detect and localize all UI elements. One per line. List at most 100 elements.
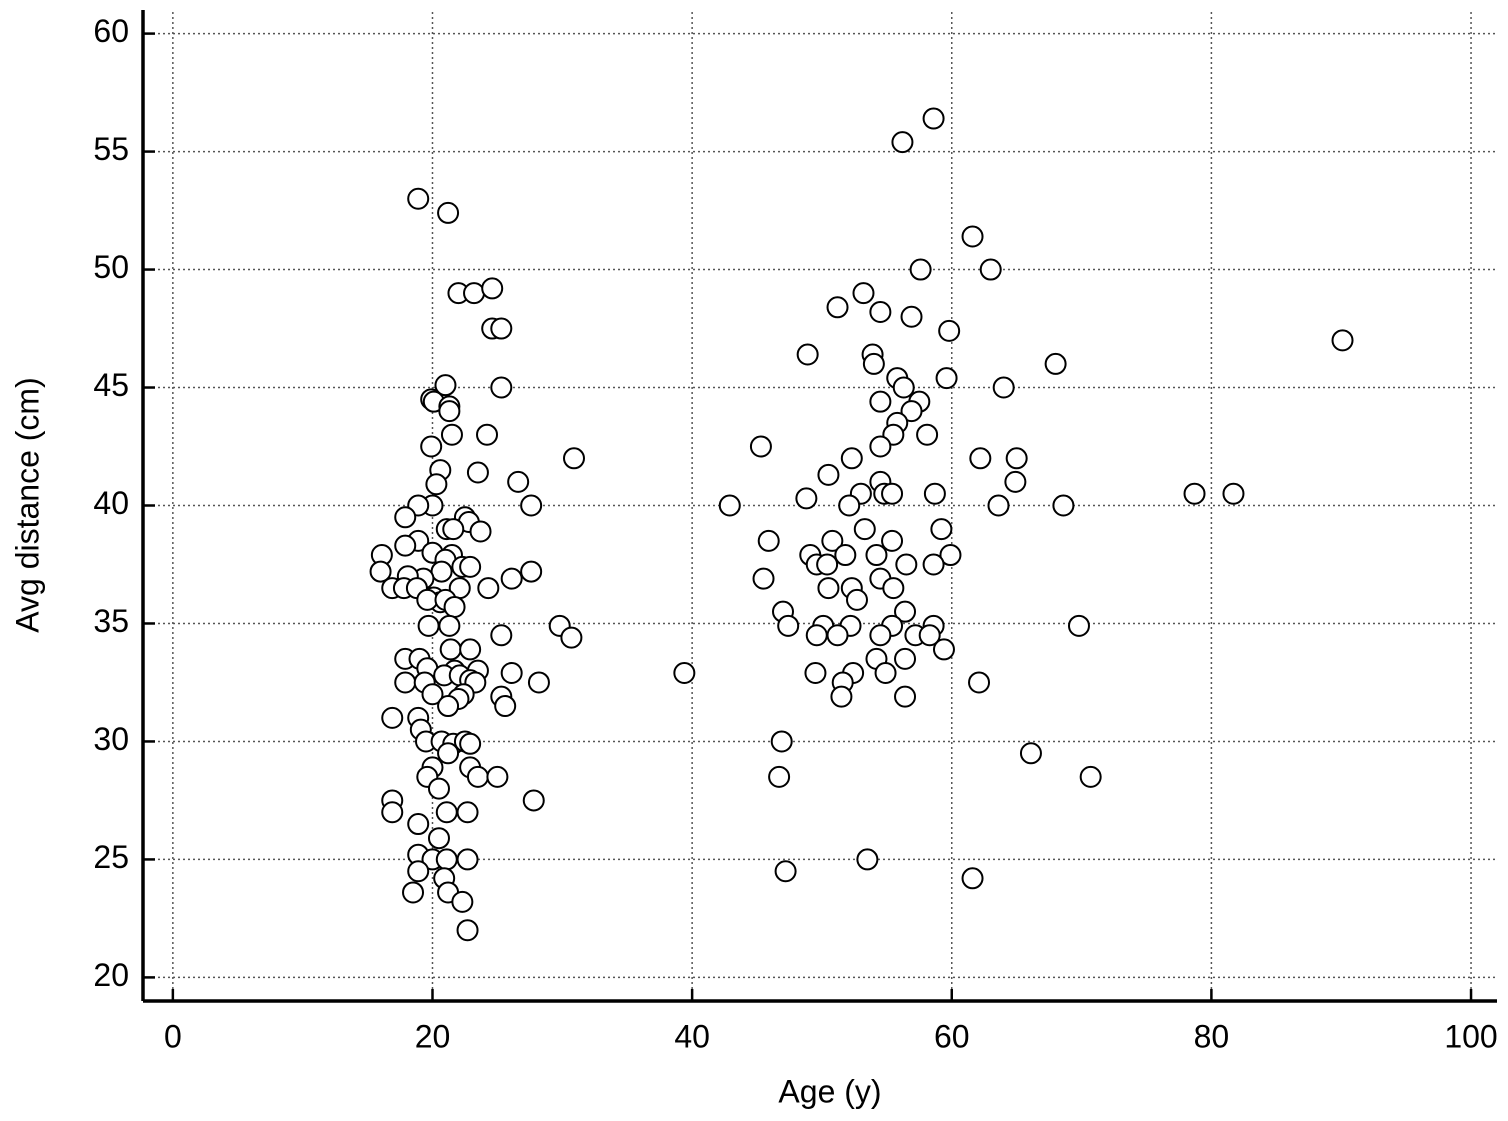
point xyxy=(425,473,448,496)
point xyxy=(673,662,696,685)
point xyxy=(522,789,545,812)
point xyxy=(892,376,915,399)
point xyxy=(932,638,955,661)
point xyxy=(862,352,885,375)
point xyxy=(838,494,861,517)
point xyxy=(881,529,904,552)
point xyxy=(1079,765,1102,788)
point xyxy=(560,626,583,649)
point xyxy=(805,624,828,647)
point xyxy=(874,662,897,685)
x-axis-label: Age (y) xyxy=(778,1073,881,1109)
y-axis-label: Avg distance (cm) xyxy=(9,377,45,633)
point xyxy=(456,801,479,824)
point xyxy=(718,494,741,517)
x-tick-label: 20 xyxy=(415,1018,451,1054)
point xyxy=(961,225,984,248)
point xyxy=(816,553,839,576)
point xyxy=(752,567,775,590)
y-tick-label: 30 xyxy=(93,721,129,757)
point xyxy=(869,390,892,413)
point xyxy=(451,890,474,913)
point xyxy=(894,647,917,670)
point xyxy=(527,671,550,694)
point xyxy=(968,671,991,694)
point xyxy=(459,555,482,578)
point xyxy=(852,282,875,305)
y-tick-label: 60 xyxy=(93,13,129,49)
y-tick-label: 25 xyxy=(93,839,129,875)
point xyxy=(834,544,857,567)
point xyxy=(922,553,945,576)
point xyxy=(774,860,797,883)
point xyxy=(416,588,439,611)
point xyxy=(490,624,513,647)
point xyxy=(443,595,466,618)
point xyxy=(394,506,417,529)
point xyxy=(1222,482,1245,505)
point xyxy=(869,435,892,458)
point xyxy=(381,801,404,824)
point xyxy=(459,638,482,661)
point xyxy=(768,765,791,788)
point xyxy=(826,296,849,319)
y-tick-label: 35 xyxy=(93,603,129,639)
point xyxy=(757,529,780,552)
point xyxy=(1331,329,1354,352)
point xyxy=(894,600,917,623)
point xyxy=(817,577,840,600)
point xyxy=(935,367,958,390)
point xyxy=(777,614,800,637)
point xyxy=(438,400,461,423)
points xyxy=(369,107,1354,942)
point xyxy=(507,470,530,493)
point xyxy=(930,518,953,541)
point xyxy=(439,638,462,661)
point xyxy=(817,463,840,486)
point xyxy=(770,730,793,753)
point xyxy=(881,482,904,505)
point xyxy=(466,461,489,484)
point xyxy=(882,577,905,600)
point xyxy=(500,662,523,685)
point xyxy=(381,706,404,729)
point xyxy=(456,919,479,942)
point xyxy=(804,662,827,685)
x-tick-label: 40 xyxy=(674,1018,710,1054)
point xyxy=(494,695,517,718)
point xyxy=(459,732,482,755)
point xyxy=(520,494,543,517)
point xyxy=(369,560,392,583)
point xyxy=(476,423,499,446)
point xyxy=(490,317,513,340)
point xyxy=(845,588,868,611)
point xyxy=(826,624,849,647)
y-tick-label: 50 xyxy=(93,249,129,285)
point xyxy=(1183,482,1206,505)
point xyxy=(938,319,961,342)
y-tick-label: 20 xyxy=(93,957,129,993)
x-tick-label: 80 xyxy=(1194,1018,1230,1054)
point xyxy=(900,305,923,328)
point xyxy=(853,518,876,541)
point xyxy=(795,487,818,510)
point xyxy=(840,447,863,470)
point xyxy=(891,131,914,154)
point xyxy=(562,447,585,470)
point xyxy=(865,544,888,567)
point xyxy=(440,423,463,446)
point xyxy=(477,577,500,600)
point xyxy=(939,544,962,567)
point xyxy=(420,435,443,458)
point xyxy=(856,848,879,871)
point xyxy=(1019,742,1042,765)
point xyxy=(435,801,458,824)
point xyxy=(407,813,430,836)
point xyxy=(922,107,945,130)
point xyxy=(427,827,450,850)
point xyxy=(1044,352,1067,375)
point xyxy=(417,614,440,637)
x-tick-label: 60 xyxy=(934,1018,970,1054)
point xyxy=(407,187,430,210)
